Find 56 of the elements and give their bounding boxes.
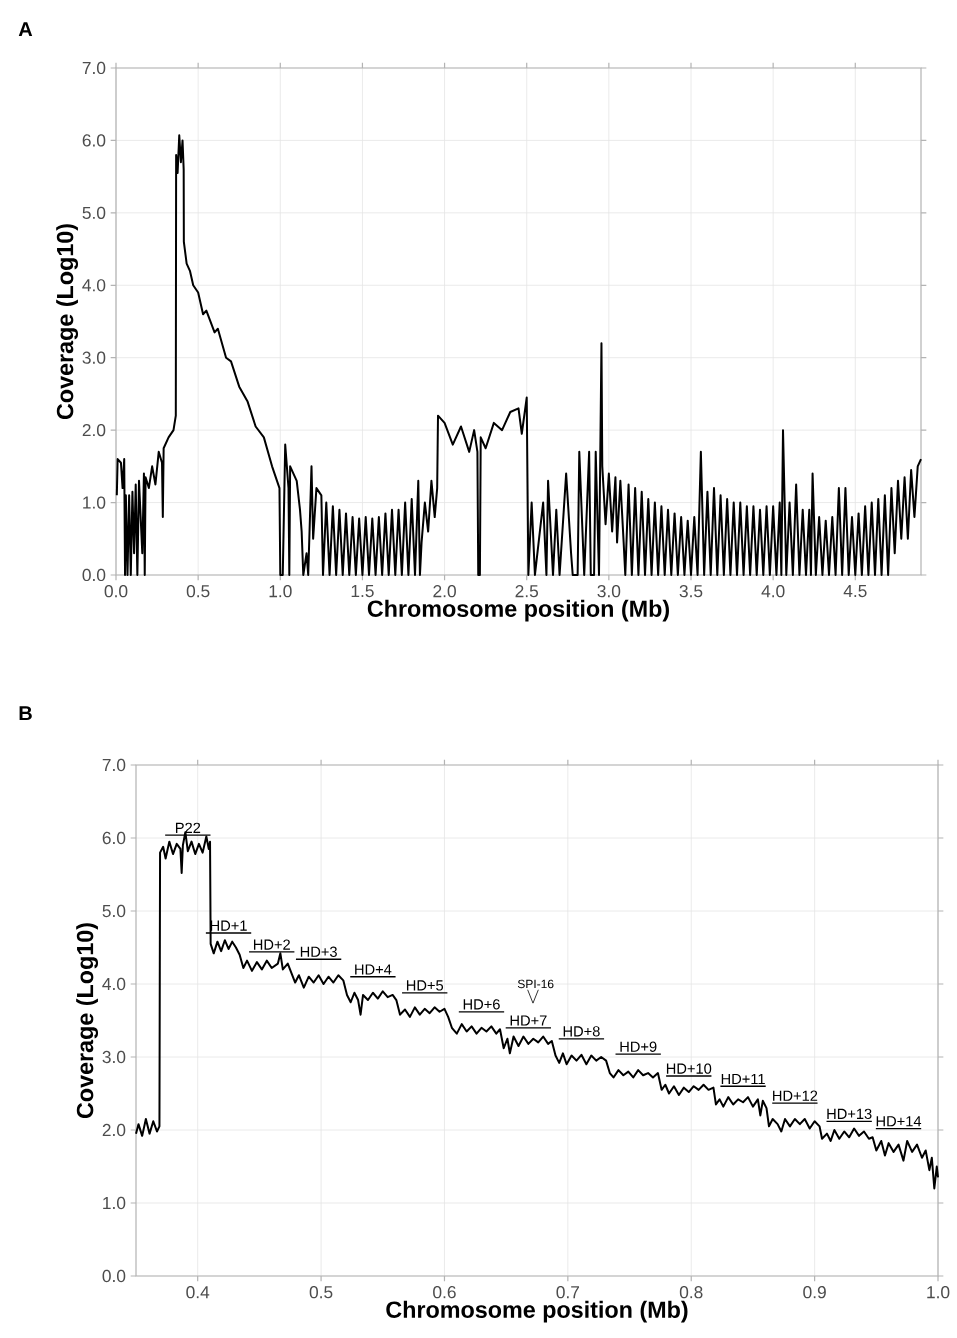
y-tick-label: 4.0 <box>82 279 106 292</box>
y-tick-label: 5.0 <box>102 904 126 918</box>
annotation: HD+7 <box>510 1015 547 1026</box>
annotation: HD+10 <box>666 1063 712 1074</box>
annotation: HD+9 <box>620 1041 657 1052</box>
annotation: HD+2 <box>253 939 290 950</box>
x-tick-label: 3.0 <box>597 585 621 598</box>
x-tick-label: 4.0 <box>761 585 785 598</box>
x-tick-label: 1.0 <box>927 1286 950 1299</box>
x-tick-label: 3.5 <box>679 585 703 598</box>
annotation: HD+1 <box>210 920 247 931</box>
y-tick-label: 2.0 <box>102 1123 126 1137</box>
y-axis-title: Coverage (Log10) <box>56 224 79 420</box>
annotation: SPI-16 <box>517 979 554 989</box>
y-tick-label: 7.0 <box>102 758 126 772</box>
line-series <box>135 831 940 1190</box>
x-axis-title: Chromosome position (Mb) <box>386 1300 688 1323</box>
y-tick-label: 6.0 <box>102 831 126 845</box>
annotation: HD+11 <box>721 1073 765 1084</box>
y-tick-label: 0.0 <box>82 568 106 582</box>
y-tick-label: 3.0 <box>82 351 106 364</box>
annotation: P22 <box>175 822 201 833</box>
annotation: HD+13 <box>827 1108 872 1120</box>
x-tick-label: 0.5 <box>186 585 210 598</box>
annotation: HD+3 <box>300 946 337 957</box>
y-axis-title: Coverage (Log10) <box>76 923 99 1119</box>
x-tick-label: 0.4 <box>186 1286 210 1299</box>
line-series <box>115 134 922 576</box>
chart-title: A <box>18 22 33 37</box>
y-tick-label: 5.0 <box>82 206 106 219</box>
y-tick-label: 1.0 <box>103 1196 126 1210</box>
y-tick-label: 2.0 <box>82 423 106 437</box>
annotation: HD+12 <box>773 1090 818 1101</box>
x-tick-label: 0.6 <box>433 1286 456 1299</box>
x-tick-label: 0.9 <box>803 1286 826 1299</box>
annotation: HD+5 <box>406 980 444 991</box>
y-tick-label: 4.0 <box>102 977 126 991</box>
y-tick-label: 3.0 <box>102 1050 126 1064</box>
annotation: HD+4 <box>355 964 392 975</box>
x-tick-label: 1.0 <box>269 585 292 598</box>
x-axis-title: Chromosome position (Mb) <box>367 599 669 622</box>
annotation: HD+6 <box>463 999 500 1010</box>
chart-title: B <box>19 706 32 721</box>
annotation: HD+8 <box>563 1026 600 1037</box>
y-tick-label: 7.0 <box>82 61 106 75</box>
y-tick-label: 0.0 <box>102 1269 126 1283</box>
x-tick-label: 2.5 <box>515 585 539 598</box>
annotation: HD+14 <box>876 1116 922 1127</box>
x-tick-label: 1.5 <box>351 585 374 598</box>
x-tick-label: 2.0 <box>433 585 456 598</box>
x-tick-label: 4.5 <box>843 585 867 598</box>
x-tick-label: 0.8 <box>679 1286 703 1299</box>
y-tick-label: 1.0 <box>83 496 106 509</box>
x-tick-label: 0.7 <box>556 1286 580 1299</box>
x-tick-label: 0.5 <box>309 1286 333 1299</box>
y-tick-label: 6.0 <box>82 134 106 147</box>
